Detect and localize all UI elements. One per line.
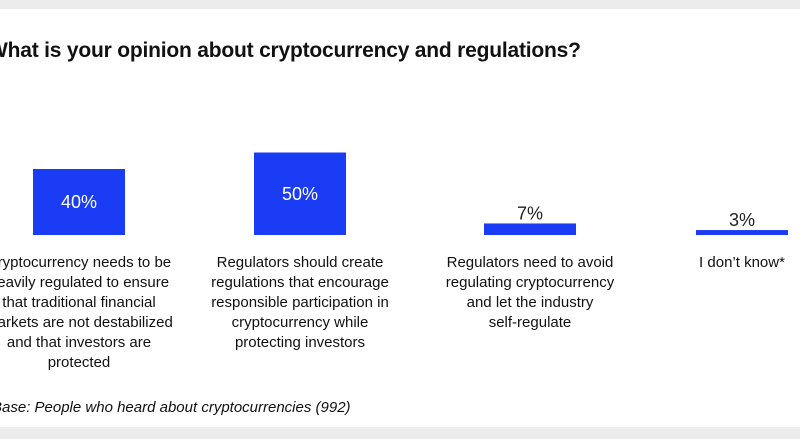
category-label-4: I don’t know* — [642, 253, 800, 273]
category-label-line: that traditional financial — [2, 294, 156, 311]
category-label-2: Regulators should create regulations that… — [200, 253, 400, 353]
bar-3 — [484, 223, 576, 235]
category-label-line: protected — [47, 354, 111, 371]
chart-panel: What is your opinion about cryptocurrenc… — [0, 9, 800, 427]
base-note: Base: People who heard about cryptocurre… — [0, 399, 351, 416]
category-label-line: markets are not destabilized — [0, 314, 173, 331]
data-label-4: 3% — [729, 210, 755, 230]
category-label-line: Cryptocurrency needs to be — [0, 254, 172, 271]
category-label-line: cryptocurrency while — [231, 314, 369, 331]
data-label-1: 40% — [61, 192, 97, 212]
category-label-line: Regulators need to avoid — [446, 254, 614, 271]
category-label-line: regulating cryptocurrency — [445, 274, 615, 291]
category-label-3: Regulators need to avoid regulating crypt… — [430, 253, 630, 333]
category-label-1: Cryptocurrency needs to be heavily regula… — [0, 253, 179, 373]
category-label-line: self-regulate — [488, 314, 572, 331]
category-label-line: regulations that encourage — [211, 274, 389, 291]
category-label-line: heavily regulated to ensure — [0, 274, 170, 291]
category-label-line: and that investors are — [6, 334, 152, 351]
category-label-line: and let the industry — [466, 294, 594, 311]
data-label-2: 50% — [282, 184, 318, 204]
category-label-line: Regulators should create — [216, 254, 384, 271]
category-label-line: responsible participation in — [211, 294, 389, 311]
bar-chart: 40% 50% 7% 3% — [33, 152, 788, 235]
category-label-line: I don’t know* — [699, 254, 785, 271]
data-label-3: 7% — [517, 203, 543, 223]
bar-4 — [696, 230, 788, 235]
bar-2 — [254, 152, 346, 235]
category-label-line: protecting investors — [234, 334, 366, 351]
chart-title: What is your opinion about cryptocurrenc… — [0, 39, 581, 62]
bar-1 — [33, 169, 125, 235]
